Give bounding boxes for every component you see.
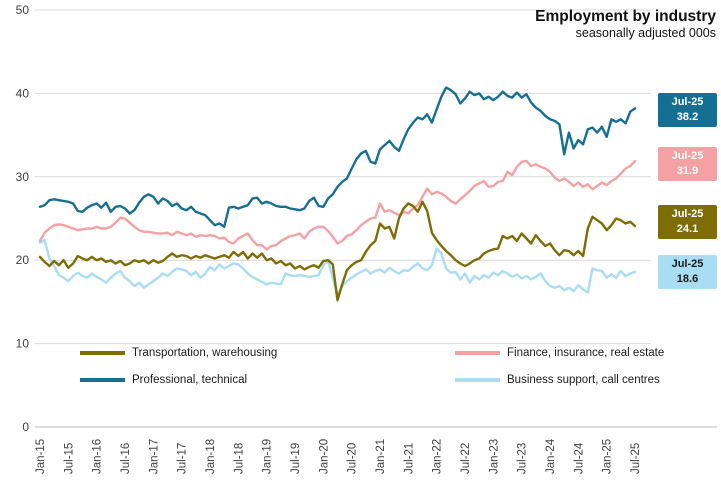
x-tick-label: Jan-19 xyxy=(262,439,274,474)
x-tick-label: Jan-21 xyxy=(375,439,387,474)
x-tick-label: Jul-19 xyxy=(290,443,302,474)
legend-item-transportation: Transportation, warehousing xyxy=(80,347,277,359)
x-tick-label: Jan-24 xyxy=(545,438,557,474)
end-label-period: Jul-25 xyxy=(671,150,704,162)
chart-header: Employment by industry seasonally adjust… xyxy=(535,7,716,41)
end-label-professional: Jul-25 38.2 xyxy=(658,93,717,127)
legend-swatch-finance xyxy=(455,351,500,355)
legend-item-finance: Finance, insurance, real estate xyxy=(455,347,664,359)
x-tick-label: Jan-18 xyxy=(205,439,217,474)
series-line-professional xyxy=(38,86,637,229)
series-line-business-support xyxy=(38,238,637,297)
y-tick-label: 40 xyxy=(16,86,30,100)
x-tick-label: Jan-16 xyxy=(92,439,104,474)
end-label-period: Jul-25 xyxy=(671,258,704,270)
x-tick-label: Jul-21 xyxy=(403,443,415,474)
series-line-finance xyxy=(38,159,637,251)
end-label-business-support: Jul-25 18.6 xyxy=(658,255,717,289)
legend-swatch-transportation xyxy=(80,351,125,355)
x-tick-label: Jul-20 xyxy=(347,443,359,474)
x-tick-label: Jan-17 xyxy=(148,439,160,474)
legend-swatch-business-support xyxy=(455,378,500,382)
legend-item-business-support: Business support, call centres xyxy=(455,374,660,386)
legend-label: Professional, technical xyxy=(132,374,248,386)
y-tick-label: 20 xyxy=(16,253,30,267)
legend-label: Transportation, warehousing xyxy=(132,347,278,359)
y-tick-label: 50 xyxy=(16,3,30,17)
legend-label: Business support, call centres xyxy=(507,374,660,386)
x-tick-label: Jan-25 xyxy=(602,439,614,474)
chart-subtitle: seasonally adjusted 000s xyxy=(575,26,716,40)
x-tick-label: Jul-25 xyxy=(630,443,642,474)
x-tick-label: Jul-17 xyxy=(177,443,189,474)
x-tick-label: Jul-23 xyxy=(517,443,529,474)
x-tick-label: Jan-23 xyxy=(488,439,500,474)
x-tick-label: Jul-18 xyxy=(233,443,245,474)
end-label-finance: Jul-25 31.9 xyxy=(658,147,717,181)
legend-label: Finance, insurance, real estate xyxy=(507,347,665,359)
chart-title: Employment by industry xyxy=(535,8,716,25)
x-tick-label: Jul-16 xyxy=(120,443,132,474)
legend-swatch-professional xyxy=(80,378,125,382)
end-label-transportation: Jul-25 24.1 xyxy=(658,205,717,239)
end-label-value: 24.1 xyxy=(676,223,699,235)
end-label-value: 18.6 xyxy=(676,273,699,285)
y-tick-label: 30 xyxy=(16,170,30,184)
x-tick-label: Jul-24 xyxy=(573,442,585,474)
end-label-period: Jul-25 xyxy=(671,96,704,108)
y-tick-label: 0 xyxy=(22,420,29,434)
x-tick-label: Jan-15 xyxy=(35,439,47,474)
x-tick-label: Jan-22 xyxy=(432,439,444,474)
y-tick-label: 10 xyxy=(16,337,30,351)
x-tick-label: Jan-20 xyxy=(318,439,330,474)
series-line-transportation xyxy=(38,200,637,302)
x-tick-label: Jul-15 xyxy=(63,443,75,474)
end-label-period: Jul-25 xyxy=(671,208,704,220)
legend-item-professional: Professional, technical xyxy=(80,374,247,386)
end-label-value: 38.2 xyxy=(676,111,699,123)
x-tick-label: Jul-22 xyxy=(460,443,472,474)
end-label-value: 31.9 xyxy=(676,165,699,177)
